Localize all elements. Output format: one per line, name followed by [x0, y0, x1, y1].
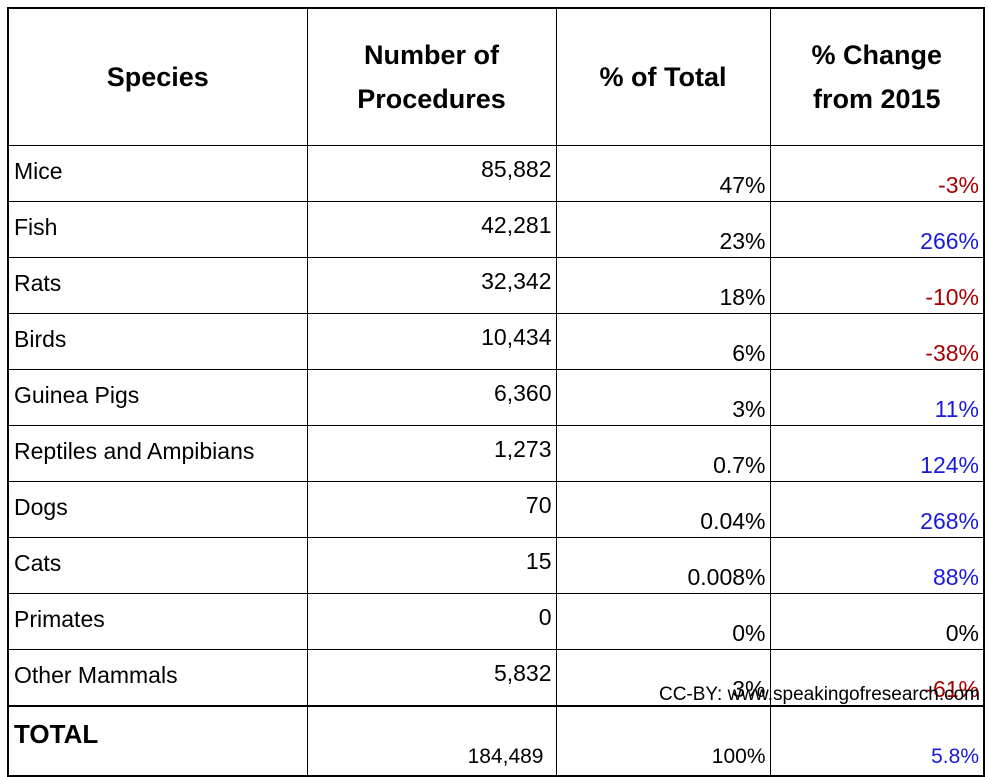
cell: Dogs	[7, 481, 308, 538]
cell: Reptiles and Ampibians	[7, 425, 308, 482]
cell: 5,832	[306, 649, 557, 707]
table-row: Primates 0 0% 0%	[7, 593, 985, 650]
column-header: Species	[7, 7, 308, 146]
table-row: Mice 85,882 47% -3%	[7, 145, 985, 202]
table-row: Fish 42,281 23% 266%	[7, 201, 985, 258]
cell: -10%	[769, 257, 985, 314]
cell: Rats	[7, 257, 308, 314]
cell: 0%	[769, 593, 985, 650]
cell: Mice	[7, 145, 308, 202]
table-row: Rats 32,342 18% -10%	[7, 257, 985, 314]
cell: 42,281	[306, 201, 557, 258]
cell: 32,342	[306, 257, 557, 314]
table-row: Guinea Pigs 6,360 3% 11%	[7, 369, 985, 426]
cell: 3%	[555, 649, 771, 707]
column-header: % Change from 2015	[769, 7, 985, 146]
cell: 268%	[769, 481, 985, 538]
cell: 124%	[769, 425, 985, 482]
cell: Birds	[7, 313, 308, 370]
cell: Cats	[7, 537, 308, 594]
table-row: Reptiles and Ampibians 1,273 0.7% 124%	[7, 425, 985, 482]
cell: 0%	[555, 593, 771, 650]
cell: 70	[306, 481, 557, 538]
cell: 184,489	[306, 705, 557, 777]
cell: 88%	[769, 537, 985, 594]
cell: 0.7%	[555, 425, 771, 482]
cell: TOTAL	[7, 705, 308, 777]
cell: -38%	[769, 313, 985, 370]
column-header: % of Total	[555, 7, 771, 146]
cell: 15	[306, 537, 557, 594]
cell: 100%	[555, 705, 771, 777]
table-row: Cats 15 0.008% 88%	[7, 537, 985, 594]
cell: 85,882	[306, 145, 557, 202]
cell: 6%	[555, 313, 771, 370]
cell: 0	[306, 593, 557, 650]
table-body: Mice 85,882 47% -3% Fish 42,281 23% 266% Rats 32,…	[7, 145, 985, 777]
table-row: Birds 10,434 6% -38%	[7, 313, 985, 370]
cell: Fish	[7, 201, 308, 258]
cell: 5.8%	[769, 705, 985, 777]
page: Species Number of Procedures% of Total% C…	[7, 7, 985, 777]
cell: 266%	[769, 201, 985, 258]
table-row: Dogs 70 0.04% 268%	[7, 481, 985, 538]
cell: Primates	[7, 593, 308, 650]
cell: 10,434	[306, 313, 557, 370]
column-header: Number of Procedures	[306, 7, 557, 146]
cell: 0.008%	[555, 537, 771, 594]
cell: 1,273	[306, 425, 557, 482]
cell: 18%	[555, 257, 771, 314]
total-row: TOTAL 184,489 100% 5.8%	[7, 705, 985, 777]
cell: 0.04%	[555, 481, 771, 538]
cell: -3%	[769, 145, 985, 202]
cell: 47%	[555, 145, 771, 202]
header-row: Species Number of Procedures% of Total% C…	[7, 7, 985, 146]
cell: 3%	[555, 369, 771, 426]
cell: Guinea Pigs	[7, 369, 308, 426]
cell: 23%	[555, 201, 771, 258]
species-table: Species Number of Procedures% of Total% C…	[7, 7, 985, 777]
cell: 11%	[769, 369, 985, 426]
credit: CC-BY: www.speakingofresearch.com	[658, 684, 980, 705]
cell: Other Mammals	[7, 649, 308, 707]
cell: 6,360	[306, 369, 557, 426]
